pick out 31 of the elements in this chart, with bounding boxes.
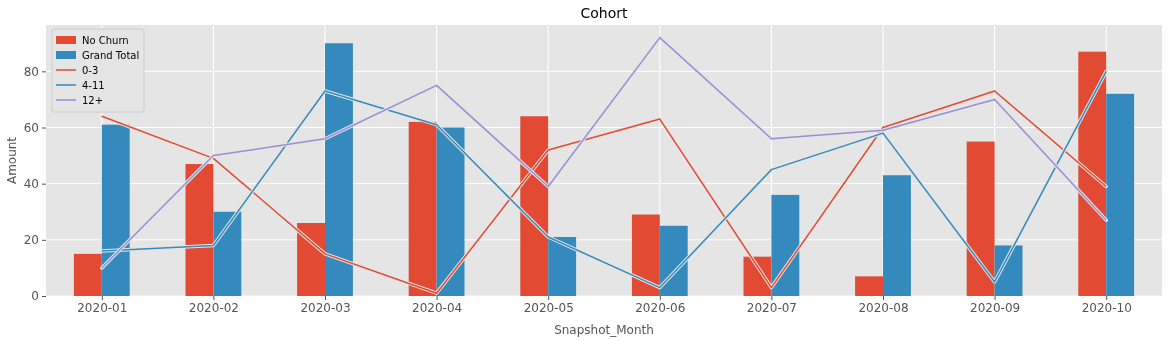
bar [966, 141, 995, 296]
bar [631, 214, 660, 296]
x-tick-label: 2020-04 [412, 300, 463, 315]
bar [185, 164, 214, 296]
legend-label: 0-3 [82, 65, 99, 76]
y-axis-title: Amount [5, 136, 19, 185]
legend-label: 4-11 [82, 80, 105, 91]
bar [771, 194, 800, 296]
x-tick-label: 2020-01 [77, 300, 128, 315]
chart-title: Cohort [580, 5, 629, 21]
x-tick-label: 2020-09 [970, 300, 1021, 315]
y-tick-label: 0 [31, 289, 39, 304]
y-tick-label: 20 [23, 233, 39, 248]
y-tick-label: 80 [23, 64, 39, 79]
x-tick-label: 2020-02 [188, 300, 239, 315]
y-tick-label: 60 [23, 120, 39, 135]
legend-label: Grand Total [82, 50, 140, 61]
bar [855, 276, 883, 296]
legend-label: No Churn [82, 35, 129, 46]
x-tick-label: 2020-07 [746, 300, 797, 315]
bar [883, 175, 911, 296]
x-tick-label: 2020-10 [1081, 300, 1132, 315]
bar [1106, 93, 1135, 296]
x-tick-label: 2020-03 [300, 300, 351, 315]
x-tick-label: 2020-06 [635, 300, 686, 315]
x-tick-label: 2020-05 [523, 300, 574, 315]
legend-label: 12+ [82, 95, 104, 106]
y-tick-label: 40 [23, 177, 39, 192]
x-axis-title: Snapshot_Month [554, 323, 654, 337]
x-tick-label: 2020-08 [858, 300, 909, 315]
bar [73, 253, 102, 296]
